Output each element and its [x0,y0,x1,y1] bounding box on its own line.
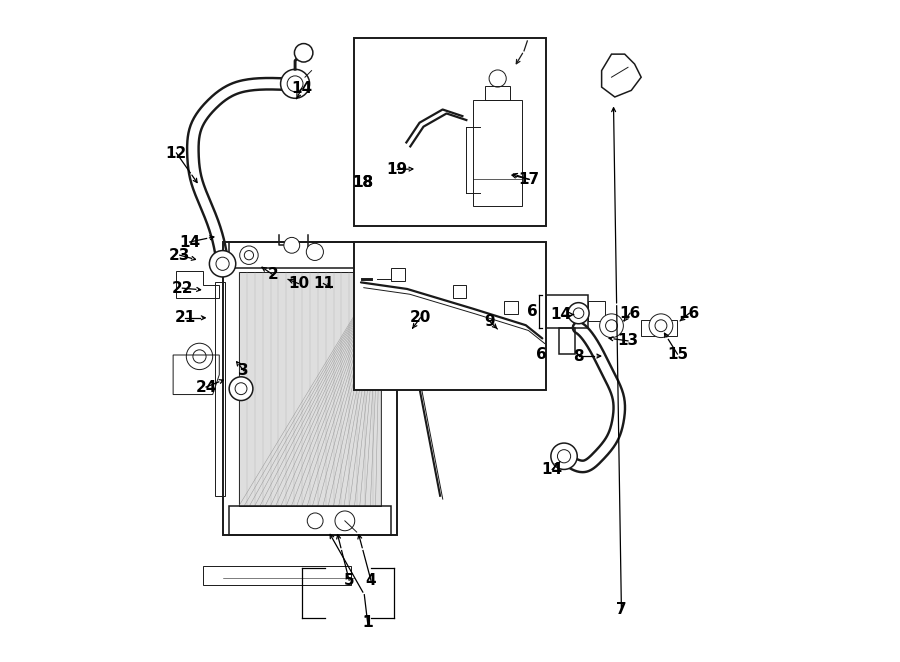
Circle shape [649,314,673,338]
Bar [222,242,397,536]
Text: 2: 2 [268,267,279,283]
Circle shape [655,320,667,332]
Text: 14: 14 [179,234,200,250]
Bar [355,242,545,391]
Circle shape [193,350,206,363]
Text: 23: 23 [169,248,191,263]
Circle shape [284,238,300,253]
Circle shape [606,320,617,332]
Text: 4: 4 [365,573,376,588]
Bar [355,38,545,226]
Text: 12: 12 [166,146,187,160]
Text: 15: 15 [667,347,688,361]
Circle shape [568,303,590,324]
Text: 5: 5 [344,573,355,588]
Text: 18: 18 [353,175,374,190]
Text: 24: 24 [195,379,217,395]
Circle shape [287,76,303,92]
Text: 1: 1 [363,615,373,630]
Bar [215,281,224,496]
Circle shape [216,257,230,270]
Circle shape [599,314,624,338]
Bar [472,100,522,206]
Circle shape [573,308,584,318]
Text: 9: 9 [484,314,495,328]
Circle shape [230,377,253,401]
Text: 19: 19 [387,162,408,177]
Circle shape [244,251,254,260]
Circle shape [551,443,577,469]
Bar [202,567,351,585]
Bar [485,86,510,100]
Text: 6: 6 [536,347,546,361]
Text: 6: 6 [527,304,538,318]
Text: 16: 16 [679,306,700,320]
Text: 21: 21 [175,310,195,325]
Text: 14: 14 [291,81,312,96]
Text: 10: 10 [288,276,309,291]
Text: 1: 1 [363,615,373,630]
Circle shape [281,70,310,98]
Circle shape [294,44,313,62]
Text: 14: 14 [542,462,562,477]
Text: 18: 18 [353,175,374,190]
Text: 16: 16 [619,306,641,320]
Text: 22: 22 [172,281,194,296]
Text: 11: 11 [313,276,334,291]
Text: 7: 7 [616,602,626,617]
Circle shape [306,244,323,260]
Bar [641,320,678,336]
Bar [230,242,391,268]
Circle shape [186,343,212,369]
Bar [230,506,391,536]
Circle shape [210,251,236,277]
Circle shape [307,513,323,529]
Circle shape [235,383,247,395]
Text: 17: 17 [518,172,540,187]
Circle shape [335,511,355,531]
Circle shape [239,246,258,264]
Text: 3: 3 [238,363,249,378]
Bar [239,271,381,506]
Circle shape [557,449,571,463]
Text: 14: 14 [550,307,572,322]
Text: 13: 13 [617,334,639,348]
Text: 8: 8 [573,349,584,363]
Text: 20: 20 [410,310,431,325]
